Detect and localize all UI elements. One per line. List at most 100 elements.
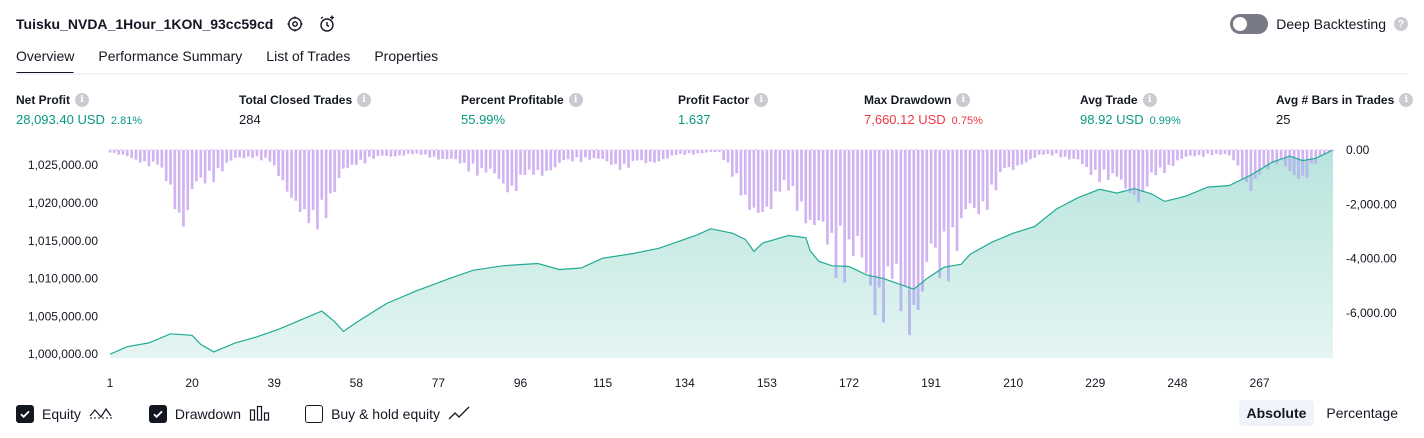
drawdown-bar bbox=[597, 150, 600, 159]
drawdown-bar bbox=[899, 150, 903, 312]
legend-drawdown[interactable]: Drawdown bbox=[148, 405, 271, 424]
drawdown-bar bbox=[1314, 150, 1318, 164]
drawdown-bar bbox=[718, 150, 721, 152]
info-icon[interactable]: i bbox=[357, 93, 372, 107]
buy-hold-line-icon bbox=[448, 405, 472, 424]
info-icon[interactable]: i bbox=[568, 93, 583, 107]
drawdown-bar-overlap bbox=[1284, 157, 1287, 167]
settings-icon[interactable] bbox=[285, 14, 305, 34]
absolute-button[interactable]: Absolute bbox=[1238, 400, 1315, 426]
drawdown-bar bbox=[415, 150, 419, 154]
legend-buy-hold-equity[interactable]: Buy & hold equity bbox=[305, 405, 472, 424]
drawdown-bar bbox=[445, 150, 449, 160]
tab-divider bbox=[16, 73, 1408, 75]
drawdown-bar-overlap bbox=[1288, 156, 1292, 171]
drawdown-bar bbox=[307, 150, 311, 224]
drawdown-bar bbox=[756, 150, 760, 213]
drawdown-bar bbox=[834, 150, 838, 278]
drawdown-bar bbox=[925, 150, 929, 262]
x-axis: 1 20 39 58 77 96 115 134 153 172 191 210 229 248 267 bbox=[107, 376, 1270, 390]
info-icon[interactable]: i bbox=[75, 93, 89, 107]
drawdown-bar bbox=[795, 150, 799, 211]
info-icon[interactable]: i bbox=[1142, 93, 1157, 107]
drawdown-bar bbox=[125, 150, 129, 157]
drawdown-bar bbox=[847, 150, 851, 240]
x-axis-tick: 96 bbox=[514, 376, 528, 390]
drawdown-bar bbox=[380, 150, 384, 156]
metric-label: Total Closed Trades bbox=[239, 93, 353, 107]
drawdown-bar bbox=[523, 150, 527, 175]
drawdown-bar bbox=[851, 150, 855, 257]
tab-list-of-trades[interactable]: List of Trades bbox=[266, 48, 351, 64]
drawdown-bar bbox=[705, 150, 708, 153]
drawdown-bar bbox=[1189, 150, 1192, 156]
drawdown-bar bbox=[687, 150, 691, 154]
tab-overview[interactable]: Overview bbox=[16, 48, 75, 75]
drawdown-bar bbox=[985, 150, 989, 210]
drawdown-bar bbox=[972, 150, 976, 209]
drawdown-bar bbox=[320, 150, 324, 200]
drawdown-bar bbox=[441, 150, 445, 159]
drawdown-bars bbox=[108, 150, 1335, 336]
drawdown-bar bbox=[592, 150, 596, 159]
drawdown-bar bbox=[1055, 150, 1058, 154]
drawdown-bar bbox=[977, 150, 980, 215]
drawdown-bar bbox=[121, 150, 125, 155]
drawdown-bar bbox=[545, 150, 548, 171]
equity-drawdown-chart[interactable]: 1,025,000.00 1,020,000.00 1,015,000.00 1,01… bbox=[0, 140, 1424, 395]
legend-equity[interactable]: Equity bbox=[16, 405, 115, 424]
drawdown-bar bbox=[1141, 150, 1145, 192]
drawdown-bar bbox=[212, 150, 216, 183]
add-alert-icon[interactable] bbox=[317, 14, 337, 34]
metric-label: Avg # Bars in Trades bbox=[1276, 93, 1395, 107]
drawdown-bar bbox=[657, 150, 661, 162]
drawdown-bar bbox=[912, 150, 916, 305]
drawdown-bar-overlap bbox=[908, 287, 911, 336]
drawdown-bar bbox=[998, 150, 1002, 173]
tab-performance-summary[interactable]: Performance Summary bbox=[98, 48, 243, 64]
info-icon[interactable]: i bbox=[956, 93, 971, 107]
drawdown-bar bbox=[1037, 150, 1041, 155]
tab-properties[interactable]: Properties bbox=[374, 48, 439, 64]
metric-value: 25 bbox=[1276, 112, 1291, 127]
drawdown-bar-overlap bbox=[916, 285, 920, 310]
percentage-button[interactable]: Percentage bbox=[1326, 405, 1398, 421]
drawdown-bar bbox=[696, 150, 700, 154]
drawdown-bar bbox=[164, 150, 168, 182]
drawdown-bar bbox=[1167, 150, 1171, 165]
drawdown-bar bbox=[134, 150, 138, 160]
info-icon[interactable]: i bbox=[754, 93, 769, 107]
drawdown-bar bbox=[856, 150, 859, 236]
buy-hold-checkbox[interactable] bbox=[305, 405, 324, 423]
help-icon[interactable]: ? bbox=[1394, 17, 1408, 31]
drawdown-checkbox[interactable] bbox=[148, 405, 167, 423]
drawdown-bar bbox=[1323, 150, 1326, 155]
report-tabs: Overview Performance Summary List of Tra… bbox=[16, 48, 439, 75]
drawdown-bar bbox=[203, 150, 207, 184]
drawdown-bar bbox=[748, 150, 751, 210]
drawdown-bar-overlap bbox=[1137, 189, 1140, 203]
drawdown-bar bbox=[903, 150, 907, 286]
drawdown-bar bbox=[363, 150, 367, 164]
equity-line-icon bbox=[89, 405, 115, 424]
drawdown-bar bbox=[372, 150, 375, 159]
info-icon[interactable]: i bbox=[1399, 93, 1414, 107]
metric-percent: 0.99% bbox=[1149, 115, 1181, 127]
drawdown-bar-overlap bbox=[1128, 189, 1132, 193]
drawdown-bar bbox=[692, 150, 695, 155]
drawdown-bar bbox=[264, 150, 267, 158]
drawdown-bar bbox=[1132, 150, 1136, 195]
drawdown-bar bbox=[1163, 150, 1166, 174]
drawdown-bar bbox=[1093, 150, 1097, 170]
x-axis-tick: 172 bbox=[839, 376, 859, 390]
deep-backtesting-toggle[interactable] bbox=[1230, 14, 1269, 34]
metric-label: Max Drawdown bbox=[864, 93, 952, 107]
drawdown-bar bbox=[1085, 150, 1089, 168]
metric-value: 7,660.12 USD bbox=[864, 112, 946, 127]
drawdown-bar-overlap bbox=[1305, 159, 1309, 178]
drawdown-bar bbox=[532, 150, 535, 175]
drawdown-bar bbox=[942, 150, 946, 232]
drawdown-bar bbox=[562, 150, 566, 161]
equity-checkbox[interactable] bbox=[16, 405, 34, 423]
metrics-row: Net Profit i 28,093.40 USD 2.81% Total Clo… bbox=[16, 93, 1414, 133]
